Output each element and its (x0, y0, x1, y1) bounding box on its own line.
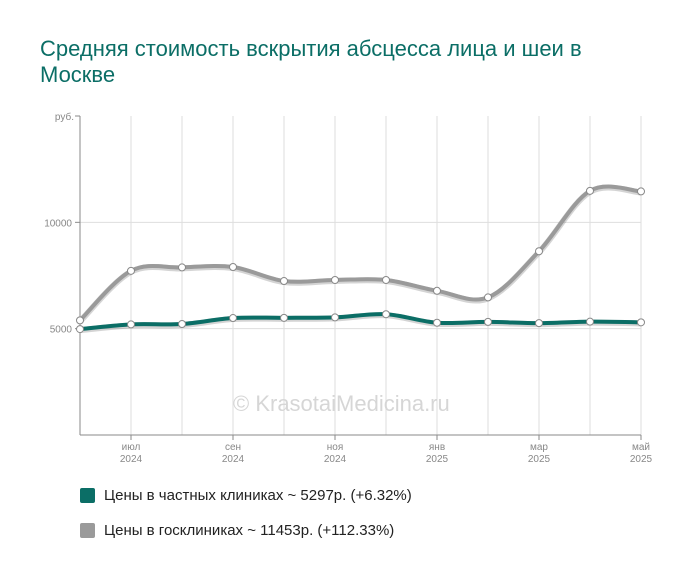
x-tick-label-year: 2025 (426, 454, 449, 465)
data-point-0 (637, 318, 645, 327)
data-point-1 (331, 275, 339, 284)
data-point-1 (535, 247, 543, 256)
data-point-1 (382, 275, 390, 284)
legend-item-private[interactable]: Цены в частных клиниках ~ 5297р. (+6.32%… (80, 485, 412, 505)
data-point-0 (586, 317, 594, 326)
series-shadow-1 (77, 184, 642, 324)
y-tick-label: 10000 (44, 218, 72, 229)
data-point-0 (280, 313, 288, 322)
series-line-0 (78, 312, 643, 332)
data-point-1 (637, 187, 645, 196)
x-tick-label-year: 2025 (528, 454, 551, 465)
x-tick-label-month: сен (225, 442, 241, 453)
data-point-0 (76, 325, 84, 334)
data-point-1 (229, 262, 237, 271)
legend-label-private: Цены в частных клиниках ~ 5297р. (+6.32%… (104, 486, 412, 504)
x-tick-label-year: 2025 (630, 454, 653, 465)
legend-label-public: Цены в госклиниках ~ 11453р. (+112.33%) (104, 521, 395, 539)
data-point-0 (331, 313, 339, 322)
y-tick-label: 5000 (50, 325, 73, 336)
x-tick-label-month: июл (122, 442, 141, 453)
data-point-1 (484, 293, 492, 302)
x-tick-label-month: май (632, 442, 650, 453)
data-point-0 (127, 320, 135, 329)
x-tick-label-year: 2024 (222, 454, 245, 465)
legend-swatch-public (80, 522, 95, 538)
legend-swatch-private (80, 487, 95, 503)
data-point-0 (178, 319, 186, 328)
data-point-1 (127, 266, 135, 275)
x-tick-label-year: 2024 (324, 454, 347, 465)
data-point-1 (586, 186, 594, 195)
y-axis-unit: руб. (55, 111, 74, 123)
data-point-0 (229, 314, 237, 323)
data-point-1 (76, 316, 84, 325)
data-point-1 (433, 286, 441, 295)
legend-item-public[interactable]: Цены в госклиниках ~ 11453р. (+112.33%) (80, 520, 412, 540)
data-point-1 (178, 263, 186, 272)
data-point-0 (535, 319, 543, 328)
x-tick-label-year: 2024 (120, 454, 143, 465)
data-point-0 (484, 317, 492, 326)
series-line-1 (78, 184, 643, 323)
data-point-0 (382, 310, 390, 319)
x-tick-label-month: янв (429, 442, 445, 453)
x-tick-label-month: мар (530, 442, 548, 453)
chart-legend: Цены в частных клиниках ~ 5297р. (+6.32%… (80, 485, 412, 555)
x-tick-label-month: ноя (327, 442, 344, 453)
data-point-0 (433, 318, 441, 327)
data-point-1 (280, 277, 288, 286)
chart-title: Средняя стоимость вскрытия абсцесса лица… (40, 36, 582, 87)
watermark: © KrasotaiMedicina.ru (233, 391, 450, 416)
